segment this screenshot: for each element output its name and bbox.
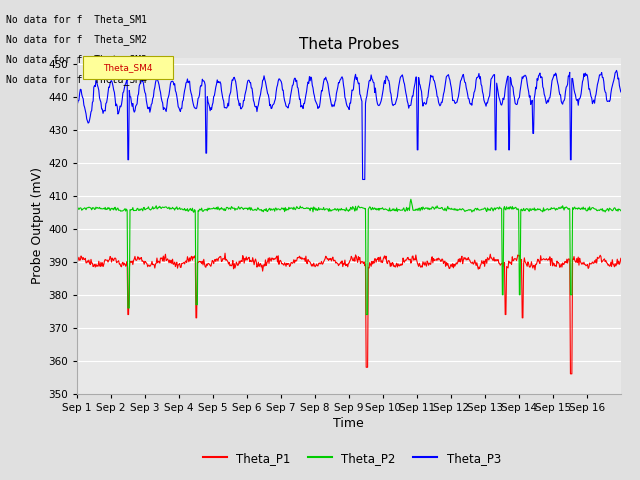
Text: No data for f  Theta_SM3: No data for f Theta_SM3 xyxy=(6,54,147,65)
Theta_P2 xyxy=(73,207,81,213)
Legend: Theta_P1, Theta_P2, Theta_P3: Theta_P1, Theta_P2, Theta_P3 xyxy=(198,447,506,469)
Theta_P1 xyxy=(237,258,245,264)
Theta_P1 xyxy=(406,257,413,263)
Text: Theta_SM4: Theta_SM4 xyxy=(103,63,153,72)
Theta_P2 xyxy=(362,312,370,317)
Text: No data for f  Theta_SM2: No data for f Theta_SM2 xyxy=(6,34,147,45)
Theta_P3 xyxy=(237,106,244,112)
Theta_P3 xyxy=(73,103,81,109)
Theta_P3 xyxy=(406,103,413,108)
Theta_P2 xyxy=(284,207,292,213)
Y-axis label: Probe Output (mV): Probe Output (mV) xyxy=(31,167,44,284)
Theta_P3 xyxy=(284,105,292,111)
Theta_P3 xyxy=(612,68,620,73)
Theta_P1 xyxy=(566,371,574,377)
Theta_P2 xyxy=(406,207,413,213)
Theta_P1 xyxy=(221,250,229,256)
Theta_P1 xyxy=(137,256,145,262)
Theta_P1 xyxy=(436,257,444,263)
Theta_P3 xyxy=(436,103,444,108)
Line: Theta_P2: Theta_P2 xyxy=(77,199,621,314)
Text: No data for f  Theta_SM1: No data for f Theta_SM1 xyxy=(6,13,147,24)
Theta_P2 xyxy=(137,207,145,213)
Line: Theta_P1: Theta_P1 xyxy=(77,253,621,374)
Theta_P2 xyxy=(264,209,271,215)
X-axis label: Time: Time xyxy=(333,417,364,430)
Theta_P3 xyxy=(264,91,271,96)
Theta_P1 xyxy=(264,255,272,261)
Theta_P2 xyxy=(407,196,415,202)
Theta_P3 xyxy=(359,177,367,182)
Theta_P2 xyxy=(437,205,445,211)
Theta_P1 xyxy=(285,261,292,266)
Theta_P3 xyxy=(617,89,625,95)
Text: No data for f  Theta_SM4: No data for f Theta_SM4 xyxy=(6,74,147,85)
Line: Theta_P3: Theta_P3 xyxy=(77,71,621,180)
Theta_P2 xyxy=(617,208,625,214)
Theta_P3 xyxy=(137,81,145,86)
Title: Theta Probes: Theta Probes xyxy=(299,37,399,52)
Theta_P1 xyxy=(617,255,625,261)
Theta_P2 xyxy=(237,205,244,211)
Theta_P1 xyxy=(73,258,81,264)
